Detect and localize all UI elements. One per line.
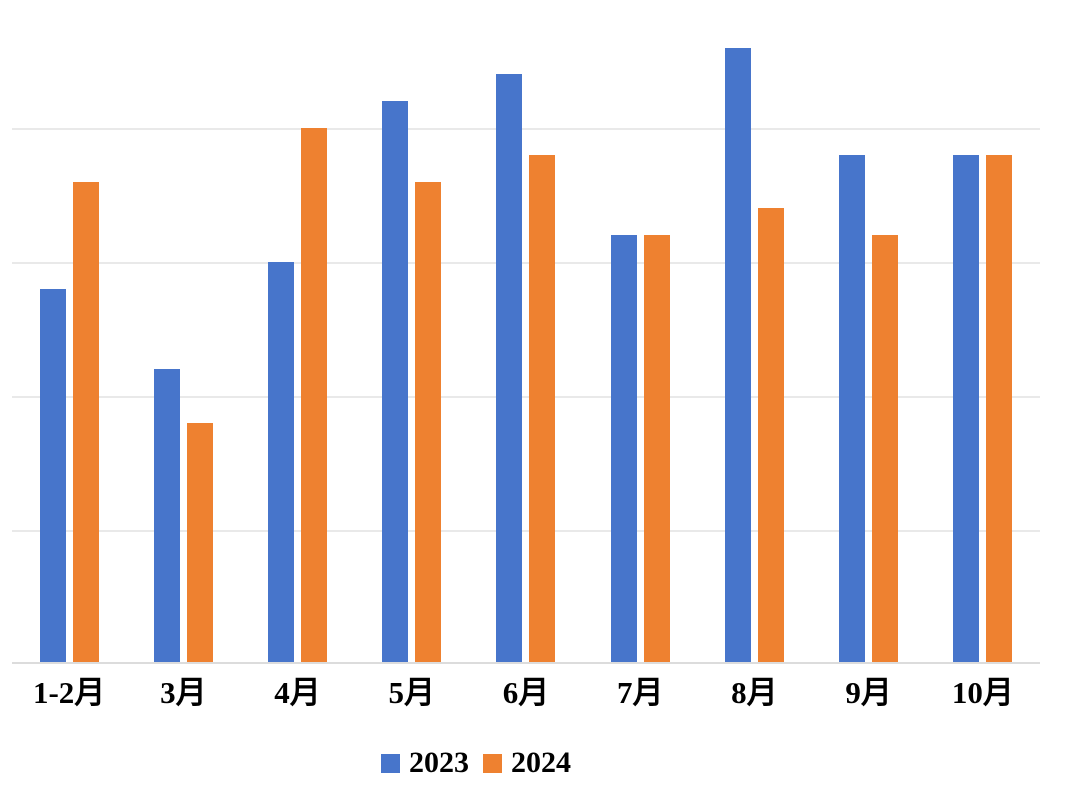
- x-axis-label: 1-2月: [32, 675, 106, 710]
- legend-color-swatch-2023: [381, 753, 400, 773]
- bar-2023: [724, 47, 751, 664]
- x-axis-label: 9月: [845, 675, 892, 710]
- legend-color-swatch-2024: [483, 753, 502, 773]
- bar-group: [240, 0, 354, 664]
- x-axis-label: 8月: [731, 675, 778, 710]
- bar-group: [469, 0, 583, 664]
- bar-2023: [496, 74, 523, 664]
- legend-item-2024: 2024: [483, 748, 571, 778]
- legend-item-2023: 2023: [381, 748, 469, 778]
- bar-2024: [301, 128, 328, 664]
- x-axis-label: 10月: [951, 675, 1014, 710]
- bar-2024: [643, 235, 670, 664]
- gridline: [12, 396, 1040, 398]
- bar-2023: [382, 101, 409, 664]
- legend-label: 2023: [409, 746, 469, 779]
- bar-2023: [153, 369, 180, 664]
- bar-group: [697, 0, 811, 664]
- bar-2024: [186, 422, 213, 664]
- bar-2023: [953, 154, 980, 664]
- plot-area: [12, 0, 1040, 664]
- bar-2024: [415, 181, 442, 664]
- bar-group: [126, 0, 240, 664]
- x-axis-label: 5月: [388, 675, 436, 710]
- x-axis-labels: 1-2月 3月 4月 5月 6月 7月 8月 9月 10月: [12, 674, 1040, 712]
- x-axis-label: 3月: [160, 675, 207, 710]
- gridline: [12, 262, 1040, 264]
- legend-label: 2024: [511, 746, 571, 779]
- bar-2024: [872, 235, 899, 664]
- bar-2023: [839, 154, 866, 664]
- bar-2024: [529, 154, 556, 664]
- bar-2024: [757, 208, 784, 664]
- bar-group: [583, 0, 697, 664]
- bar-groups: [12, 0, 1040, 664]
- x-axis-line: [12, 662, 1040, 664]
- bar-2023: [610, 235, 637, 664]
- gridline: [12, 530, 1040, 532]
- bar-2024: [986, 154, 1013, 664]
- bar-group: [355, 0, 469, 664]
- x-axis-label: 4月: [274, 675, 321, 710]
- x-axis-label: 6月: [502, 675, 550, 710]
- legend: 2023 2024: [0, 748, 952, 778]
- bar-group: [926, 0, 1040, 664]
- bar-group: [12, 0, 126, 664]
- gridline: [12, 128, 1040, 130]
- bar-group: [812, 0, 926, 664]
- bar-2023: [268, 262, 295, 664]
- bar-2024: [72, 181, 99, 664]
- x-axis-label: 7月: [616, 675, 664, 710]
- bar-2023: [39, 288, 66, 664]
